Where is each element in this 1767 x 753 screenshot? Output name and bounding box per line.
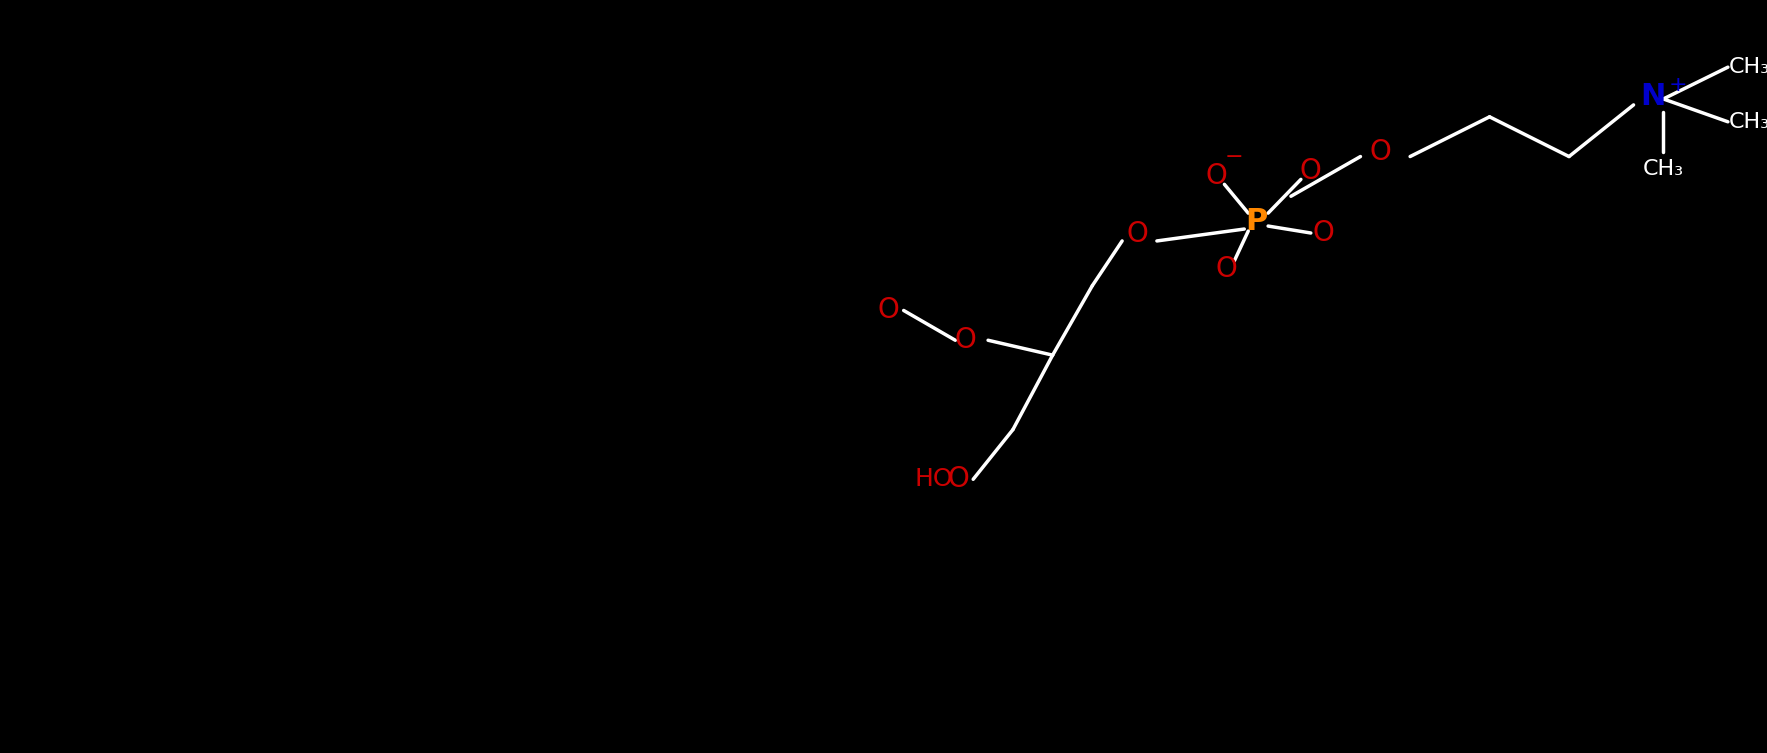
Text: O: O: [1369, 138, 1391, 166]
Text: +: +: [1668, 75, 1687, 95]
Text: CH₃: CH₃: [1730, 111, 1767, 132]
Text: HO: HO: [914, 468, 952, 491]
Text: O: O: [1205, 163, 1228, 191]
Text: O: O: [1126, 220, 1149, 248]
Text: O: O: [947, 465, 968, 493]
Text: CH₃: CH₃: [1730, 57, 1767, 77]
Text: O: O: [1301, 157, 1322, 185]
Text: −: −: [1225, 147, 1244, 166]
Text: O: O: [1216, 255, 1237, 283]
Text: O: O: [954, 326, 975, 354]
Text: CH₃: CH₃: [1643, 160, 1684, 179]
Text: P: P: [1246, 206, 1267, 236]
Text: N: N: [1642, 83, 1666, 111]
Text: O: O: [1313, 219, 1334, 247]
Text: O: O: [878, 297, 899, 325]
